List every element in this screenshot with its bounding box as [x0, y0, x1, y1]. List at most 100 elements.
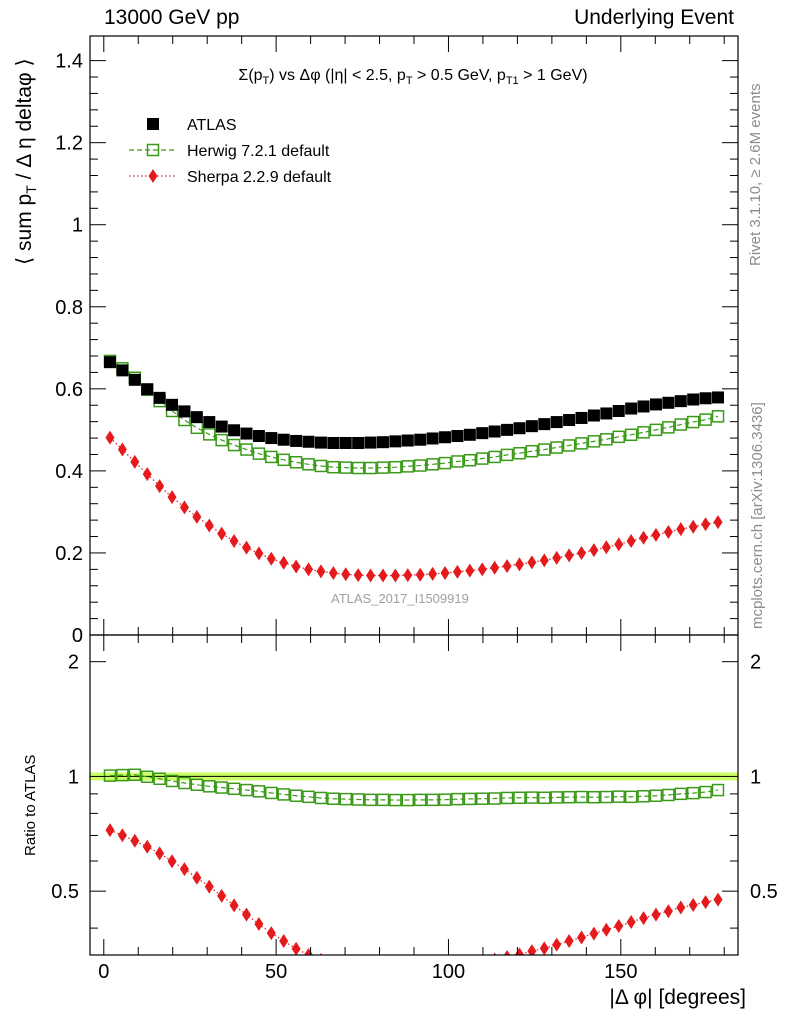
lower-sherpa-point — [229, 898, 239, 913]
lower-sherpa-point — [192, 870, 202, 885]
upper-atlas-point — [364, 436, 377, 449]
header-right: Underlying Event — [574, 6, 734, 29]
upper-herwig-point — [339, 461, 353, 474]
lower-herwig-point — [612, 790, 625, 803]
upper-sherpa-point — [217, 526, 227, 541]
upper-herwig-point — [426, 458, 439, 471]
upper-sherpa-point — [117, 442, 127, 457]
upper-sherpa-point — [142, 467, 152, 482]
upper-herwig-point — [463, 453, 477, 467]
lower-herwig-point — [426, 793, 439, 807]
upper-atlas-point — [240, 427, 253, 440]
upper-sherpa-point — [328, 566, 338, 581]
lower-sherpa-point — [478, 955, 487, 969]
upper-atlas-point — [625, 402, 638, 415]
lower-herwig-point — [637, 790, 650, 803]
lower-sherpa-point — [105, 823, 115, 838]
upper-atlas-point — [426, 432, 439, 445]
legend-marker — [146, 143, 160, 157]
y-tick-label: 1.2 — [55, 133, 83, 155]
upper-herwig-point — [438, 456, 452, 470]
upper-herwig-point — [413, 459, 427, 472]
lower-sherpa-point — [713, 892, 723, 907]
lower-herwig-point — [103, 769, 117, 782]
lower-sherpa-point — [552, 937, 562, 952]
lower-herwig-point — [190, 778, 204, 791]
upper-herwig-point — [327, 460, 340, 474]
upper-herwig-point — [203, 428, 216, 441]
lower-sherpa-point — [577, 930, 587, 945]
legend: ATLAS Herwig 7.2.1 default Sherpa 2.2.9 de… — [129, 117, 332, 186]
upper-sherpa-point — [440, 566, 450, 581]
upper-sherpa-point — [291, 559, 301, 574]
lower-herwig-point — [538, 791, 551, 805]
lower-sherpa-point — [589, 926, 599, 941]
lower-herwig-point — [699, 785, 712, 799]
upper-atlas-point — [178, 405, 191, 418]
lower-herwig-point — [674, 787, 688, 801]
upper-herwig-point — [227, 438, 241, 452]
upper-atlas-point — [252, 430, 265, 443]
mcplots-side-text: mcplots.cern.ch [arXiv:1306.3436] — [749, 402, 766, 629]
upper-atlas-point — [128, 373, 141, 386]
upper-sherpa-point — [589, 543, 599, 558]
lower-herwig-point — [327, 792, 340, 805]
y-tick-label: 0.8 — [55, 297, 83, 319]
lower-herwig-point — [575, 790, 588, 804]
lower-herwig-point — [314, 791, 328, 805]
lower-herwig-point — [265, 786, 278, 800]
upper-atlas-point — [674, 395, 687, 408]
lower-herwig-point — [686, 786, 700, 800]
upper-herwig-point — [686, 415, 700, 429]
lower-sherpa-point — [465, 957, 474, 971]
legend-label: ATLAS — [187, 117, 237, 134]
upper-sherpa-point — [378, 568, 388, 583]
lower-sherpa-point — [254, 917, 264, 932]
upper-herwig-point — [550, 441, 563, 454]
lower-herwig-point — [401, 793, 415, 807]
upper-atlas-point — [203, 416, 216, 429]
lower-sherpa-point — [527, 944, 537, 955]
upper-herwig-point — [277, 453, 290, 467]
upper-atlas-point — [501, 423, 514, 436]
upper-atlas-point — [662, 396, 675, 409]
lower-sherpa-point — [416, 964, 425, 978]
y-tick-label: 0 — [72, 625, 83, 647]
lower-herwig-point — [227, 782, 241, 796]
upper-atlas-point — [612, 404, 625, 417]
lower-herwig-point — [513, 791, 526, 805]
rivet-side-text: Rivet 3.1.10, ≥ 2.6M events — [747, 83, 764, 267]
upper-sherpa-point — [639, 530, 649, 545]
y-tick-label: 0.4 — [55, 461, 83, 483]
x-tick-label: 0 — [98, 961, 109, 983]
lower-herwig-point — [438, 793, 452, 806]
upper-atlas-point — [265, 432, 278, 445]
upper-herwig-point — [351, 461, 365, 475]
upper-herwig-point — [240, 443, 253, 456]
lower-sherpa-point — [403, 964, 412, 978]
lower-herwig-point — [178, 776, 191, 790]
upper-atlas-point — [277, 433, 290, 446]
title-sub-t3: T1 — [505, 75, 519, 88]
upper-herwig-point — [649, 423, 663, 437]
lower-herwig-point — [488, 792, 501, 805]
upper-herwig-point — [314, 459, 328, 473]
upper-sherpa-point — [502, 559, 512, 574]
ratio-y-tick-label-right: 2 — [750, 652, 761, 674]
ratio-y-tick-label: 0.5 — [51, 881, 79, 903]
title-sigma: Σ(p — [238, 67, 263, 84]
upper-herwig-point — [699, 413, 712, 426]
upper-atlas-point — [513, 422, 526, 435]
ratio-y-tick-label-right: 0.5 — [750, 881, 778, 903]
upper-atlas-point — [215, 420, 228, 433]
lower-sherpa-point — [626, 915, 636, 930]
upper-sherpa-point — [167, 490, 177, 505]
lower-sherpa-point — [204, 879, 214, 894]
upper-atlas-point — [401, 434, 414, 447]
upper-y-axis-label: ⟨ sum pT / Δ η deltaφ ⟩ — [12, 58, 39, 265]
upper-sherpa-point — [403, 568, 413, 583]
upper-herwig-point — [488, 450, 501, 464]
x-axis-label: |Δ φ| [degrees] — [609, 986, 746, 1009]
lower-sherpa-point — [601, 922, 611, 937]
lower-sherpa-point — [329, 956, 338, 970]
